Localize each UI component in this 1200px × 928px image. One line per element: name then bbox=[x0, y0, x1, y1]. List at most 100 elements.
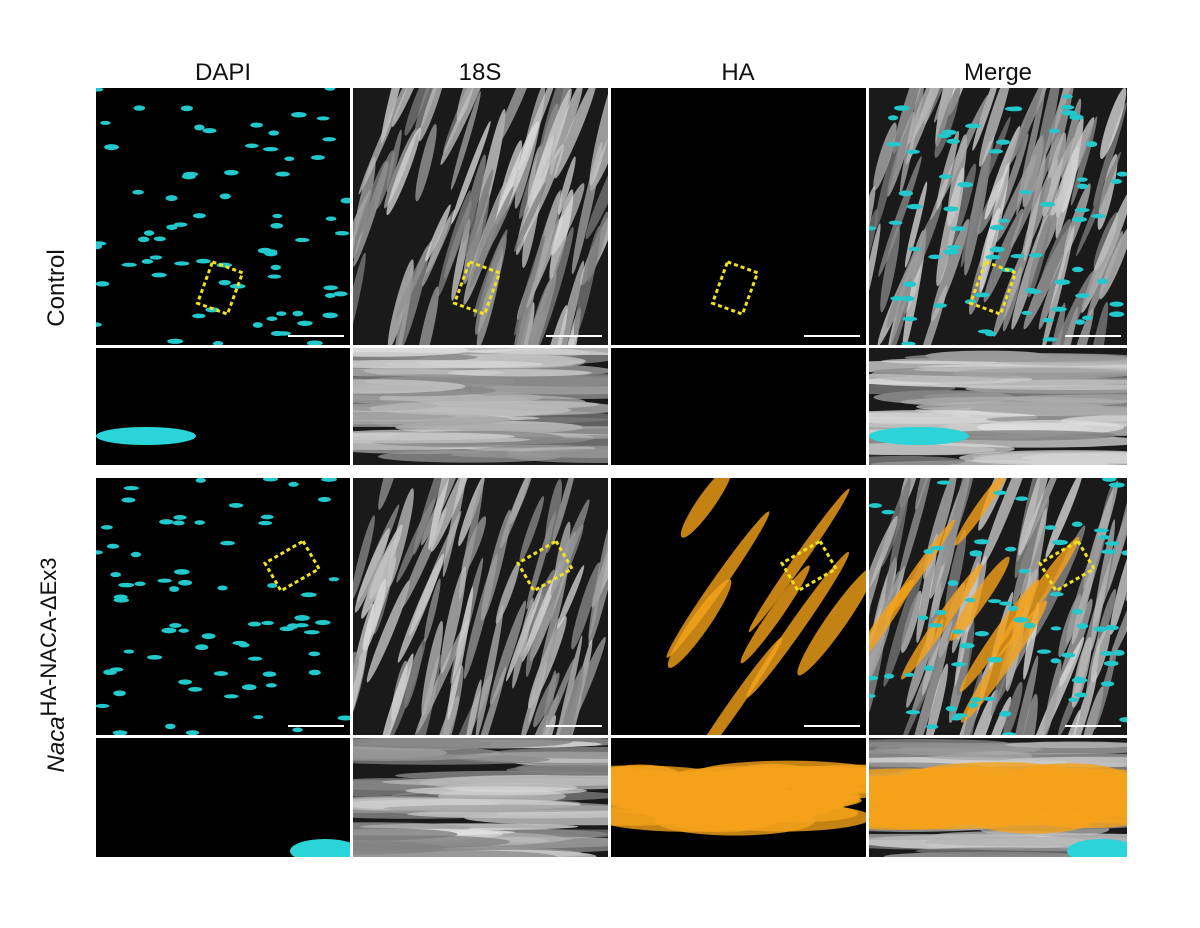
fiber bbox=[444, 200, 472, 279]
ha-signal bbox=[684, 637, 783, 735]
nucleus bbox=[917, 615, 929, 621]
fiber bbox=[467, 348, 608, 355]
nucleus bbox=[1076, 623, 1089, 629]
nucleus bbox=[337, 715, 350, 721]
nucleus bbox=[96, 281, 110, 287]
nucleus bbox=[130, 551, 142, 558]
nucleus bbox=[220, 540, 235, 546]
nucleus bbox=[166, 224, 178, 230]
fiber bbox=[552, 478, 578, 544]
fiber bbox=[935, 88, 964, 147]
fiber bbox=[1100, 88, 1127, 159]
fiber bbox=[952, 367, 1127, 379]
fiber bbox=[533, 672, 560, 728]
nucleus bbox=[1072, 608, 1083, 615]
fiber bbox=[380, 88, 413, 144]
region-of-interest bbox=[262, 539, 322, 593]
fiber bbox=[1094, 647, 1117, 730]
nucleus bbox=[270, 330, 285, 337]
fiber bbox=[892, 88, 935, 154]
fiber bbox=[959, 450, 1127, 465]
nucleus bbox=[1005, 546, 1017, 552]
micrograph-panel bbox=[353, 738, 608, 857]
fiber bbox=[456, 88, 478, 122]
fiber bbox=[924, 836, 1127, 847]
nucleus bbox=[241, 684, 257, 691]
region-of-interest bbox=[710, 259, 760, 317]
fiber bbox=[1095, 588, 1116, 650]
micrograph-panel bbox=[611, 478, 866, 735]
nucleus bbox=[1108, 482, 1125, 488]
row-label-allele: HA-NACA-ΔEx3 bbox=[36, 558, 61, 717]
fiber bbox=[873, 122, 897, 191]
fiber bbox=[549, 665, 584, 735]
nucleus bbox=[173, 222, 188, 227]
fiber bbox=[413, 478, 454, 555]
fiber bbox=[421, 620, 443, 717]
nucleus bbox=[982, 696, 996, 701]
nucleus bbox=[188, 686, 203, 692]
fiber bbox=[354, 527, 390, 613]
column-header: Merge bbox=[964, 59, 1032, 86]
nucleus bbox=[869, 226, 877, 231]
micrograph-panel bbox=[869, 478, 1127, 735]
fiber bbox=[904, 181, 928, 268]
nucleus bbox=[1072, 266, 1084, 273]
fiber bbox=[941, 478, 976, 567]
fiber bbox=[496, 88, 539, 146]
fiber bbox=[900, 590, 922, 653]
micrograph-panel bbox=[869, 88, 1127, 345]
nucleus bbox=[194, 124, 205, 131]
nucleus bbox=[959, 642, 975, 649]
nucleus bbox=[123, 486, 140, 491]
fiber bbox=[363, 578, 387, 652]
nucleus bbox=[1021, 310, 1033, 315]
ha-signal bbox=[959, 579, 1040, 692]
fiber bbox=[465, 168, 494, 256]
nucleus bbox=[903, 672, 915, 677]
panel-background bbox=[96, 738, 350, 857]
ha-signal bbox=[667, 579, 732, 668]
nucleus bbox=[322, 312, 338, 319]
fiber bbox=[353, 252, 366, 345]
nucleus bbox=[886, 141, 902, 147]
nucleus bbox=[262, 146, 279, 152]
nucleus bbox=[292, 727, 303, 733]
nucleus bbox=[946, 245, 962, 250]
nucleus bbox=[121, 497, 136, 503]
nucleus bbox=[951, 662, 967, 667]
fiber bbox=[1045, 302, 1066, 345]
fiber bbox=[407, 809, 608, 819]
fiber bbox=[414, 88, 445, 136]
nucleus bbox=[178, 579, 193, 586]
nucleus bbox=[974, 292, 991, 298]
fiber bbox=[531, 88, 572, 202]
nucleus bbox=[275, 171, 290, 177]
fiber bbox=[381, 777, 608, 787]
nucleus bbox=[987, 599, 1002, 604]
nucleus bbox=[1011, 106, 1023, 112]
region-of-interest bbox=[452, 259, 502, 317]
fiber bbox=[424, 578, 441, 643]
fiber bbox=[353, 827, 458, 841]
fiber bbox=[883, 557, 926, 687]
nucleus bbox=[262, 478, 279, 482]
nucleus bbox=[181, 173, 196, 180]
fiber bbox=[934, 88, 961, 158]
nucleus bbox=[965, 123, 981, 129]
nucleus bbox=[1062, 94, 1073, 99]
nucleus bbox=[165, 195, 178, 202]
nucleus bbox=[1001, 732, 1017, 735]
nucleus bbox=[869, 693, 876, 699]
nucleus bbox=[1042, 337, 1058, 342]
nucleus bbox=[104, 144, 119, 151]
nucleus bbox=[1048, 128, 1060, 134]
nucleus bbox=[266, 316, 278, 321]
fiber bbox=[1086, 230, 1123, 319]
fiber bbox=[1071, 564, 1096, 645]
nucleus bbox=[957, 181, 974, 188]
fiber bbox=[960, 136, 995, 268]
fiber bbox=[869, 208, 878, 301]
nucleus bbox=[258, 520, 273, 526]
nucleus bbox=[1023, 622, 1036, 629]
